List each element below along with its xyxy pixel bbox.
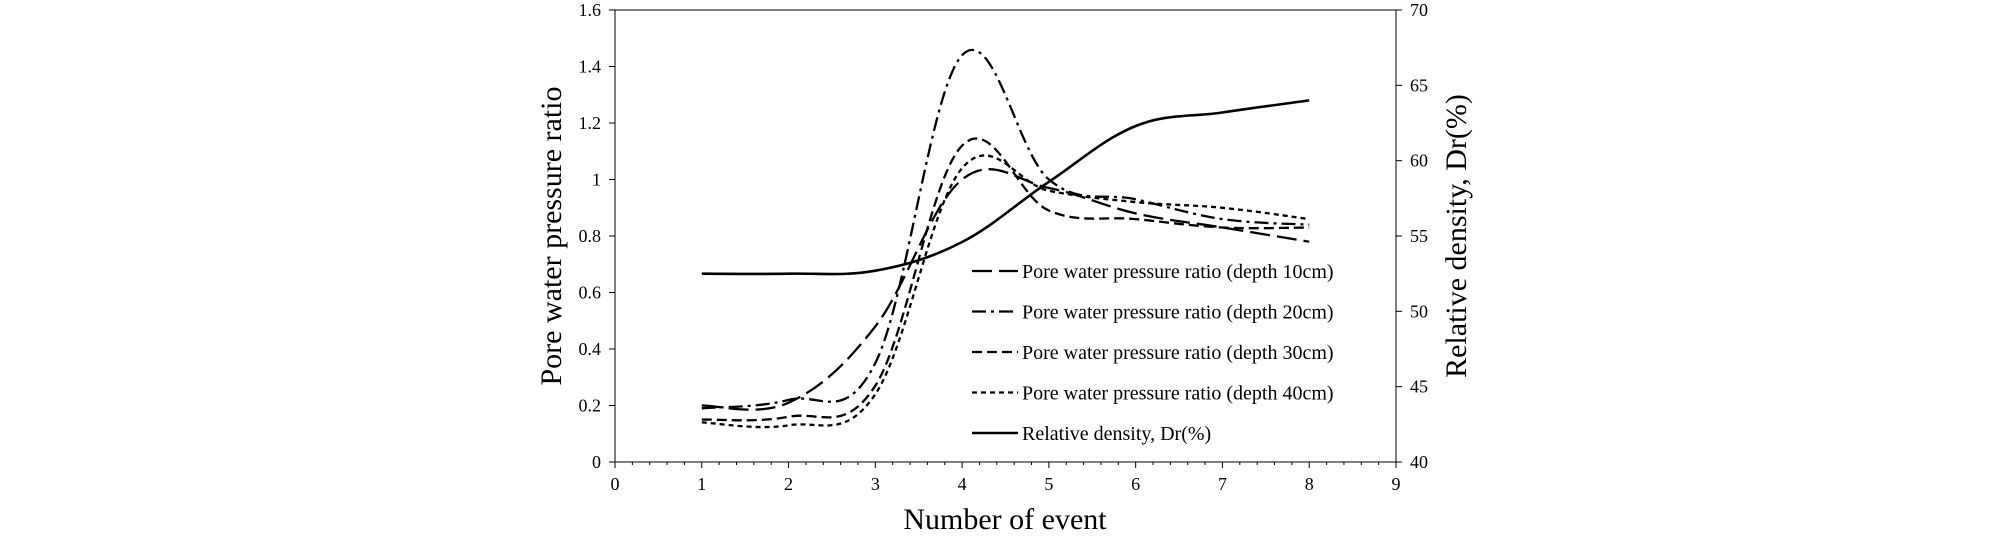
x-tick-label: 0 bbox=[611, 474, 620, 494]
x-tick-label: 3 bbox=[871, 474, 880, 494]
y-tick-label: 0.8 bbox=[579, 226, 602, 246]
series-line-1 bbox=[701, 168, 1310, 411]
y-tick-label: 1.2 bbox=[579, 113, 602, 133]
x-tick-label: 6 bbox=[1131, 474, 1140, 494]
y2-axis-title: Relative density, Dr(%) bbox=[1440, 94, 1473, 378]
series-line-3 bbox=[701, 137, 1310, 422]
y-tick-label: 1.4 bbox=[579, 57, 602, 77]
x-tick-label: 4 bbox=[958, 474, 967, 494]
y2-tick-label: 40 bbox=[1410, 452, 1428, 472]
y2-tick-label: 70 bbox=[1410, 0, 1428, 20]
x-tick-label: 5 bbox=[1044, 474, 1053, 494]
x-axis-title: Number of event bbox=[903, 503, 1107, 536]
y2-tick-label: 45 bbox=[1410, 377, 1428, 397]
series-lines bbox=[701, 48, 1310, 429]
legend-label: Pore water pressure ratio (depth 10cm) bbox=[1022, 261, 1334, 283]
y-axis-ticks: 0 0.2 0.4 0.6 0.8 1 1.2 1.4 1.6 bbox=[579, 0, 615, 472]
series-line-5 bbox=[701, 99, 1310, 276]
legend-label: Pore water pressure ratio (depth 40cm) bbox=[1022, 383, 1334, 405]
y2-tick-label: 50 bbox=[1410, 301, 1428, 321]
x-tick-label: 7 bbox=[1218, 474, 1227, 494]
series-line-4 bbox=[701, 154, 1310, 429]
y2-tick-label: 60 bbox=[1410, 151, 1428, 171]
y-tick-label: 0 bbox=[592, 452, 601, 472]
legend-label: Relative density, Dr(%) bbox=[1022, 423, 1211, 445]
y2-axis-ticks: 40 45 50 55 60 65 70 bbox=[1396, 0, 1428, 472]
y-tick-label: 0.6 bbox=[579, 283, 602, 303]
y-tick-label: 1 bbox=[592, 170, 601, 190]
series-line-2 bbox=[701, 48, 1310, 410]
y-tick-label: 1.6 bbox=[579, 0, 602, 20]
y-tick-label: 0.4 bbox=[579, 339, 602, 359]
y-tick-label: 0.2 bbox=[579, 396, 602, 416]
legend-label: Pore water pressure ratio (depth 20cm) bbox=[1022, 302, 1334, 324]
x-tick-label: 9 bbox=[1392, 474, 1401, 494]
x-tick-label: 1 bbox=[697, 474, 706, 494]
y2-tick-label: 65 bbox=[1410, 75, 1428, 95]
legend: Pore water pressure ratio (depth 10cm) Po… bbox=[972, 261, 1334, 445]
legend-label: Pore water pressure ratio (depth 30cm) bbox=[1022, 342, 1334, 364]
x-tick-label: 2 bbox=[784, 474, 793, 494]
y-axis-title: Pore water pressure ratio bbox=[535, 86, 568, 385]
x-tick-label: 8 bbox=[1305, 474, 1314, 494]
y2-tick-label: 55 bbox=[1410, 226, 1428, 246]
x-axis-ticks: 0 1 2 3 4 5 6 7 8 9 bbox=[611, 462, 1401, 494]
